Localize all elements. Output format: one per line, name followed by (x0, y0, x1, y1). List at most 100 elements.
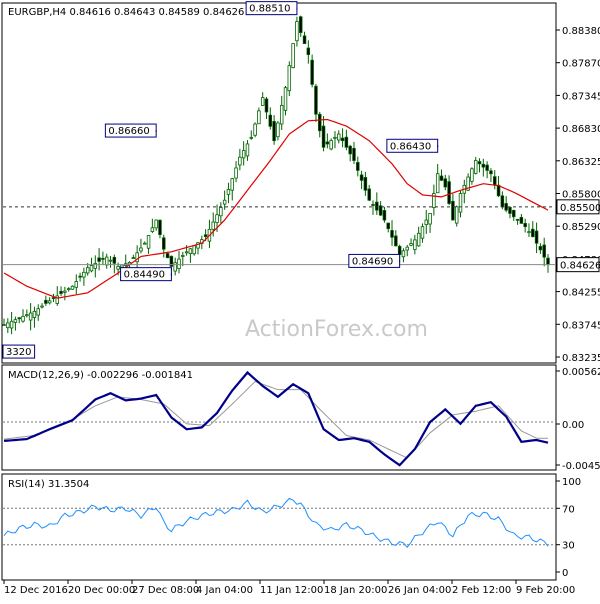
price-label-text: 0.88510 (249, 4, 290, 15)
candle-body (534, 230, 539, 244)
macd-signal-line (3, 380, 548, 459)
price-label: 0.86660 (104, 123, 157, 138)
candle-body (454, 206, 459, 224)
candle-body (279, 104, 284, 125)
candle-body (306, 47, 311, 56)
price-label: 0.84690 (348, 253, 401, 268)
candle-body (295, 21, 299, 42)
price-label-text: 0.84490 (124, 270, 165, 281)
candle-body (146, 235, 151, 249)
candle-body (135, 252, 139, 263)
candle-body (47, 300, 52, 304)
price-label-text: 3320 (6, 347, 31, 358)
x-tick-label: 18 Jan 20:00 (324, 585, 387, 596)
candle-body (234, 167, 238, 179)
candle-body (219, 207, 223, 217)
candle-body (63, 290, 67, 293)
macd-layer (3, 370, 555, 467)
y-tick-label: 0.84255 (562, 288, 600, 299)
price-label: 0.86430 (386, 138, 439, 153)
candle-body (143, 242, 147, 245)
candle-body (97, 257, 101, 262)
candle-body (169, 255, 174, 267)
price-label-text: 0.84690 (352, 256, 393, 267)
y-tick-label: 0.88380 (562, 26, 600, 37)
candle-body (435, 173, 440, 194)
candle-body (196, 242, 200, 249)
candle-body (59, 290, 63, 294)
candle-body (508, 207, 512, 214)
candle-body (85, 267, 90, 274)
candle-body (116, 265, 120, 270)
macd-title: MACD(12,26,9) -0.002296 -0.001841 (8, 370, 193, 381)
axes-layer: 0.88380 0.87870 0.87345 0.86830 0.86325 0.858… (3, 26, 600, 596)
rsi-tick-label: 70 (562, 504, 575, 515)
candle-body (101, 257, 105, 260)
candle-body (527, 231, 531, 234)
price-label-text: 0.86660 (108, 126, 149, 137)
candle-body (352, 147, 356, 161)
candle-body (424, 219, 428, 226)
candle-body (363, 177, 368, 191)
candle-body (477, 161, 482, 165)
candle-body (538, 246, 543, 251)
price-label-text: 0.86430 (390, 141, 431, 152)
candle-body (241, 150, 246, 159)
candle-body (439, 175, 444, 181)
current-value-box-frame (556, 257, 600, 273)
candle-body (340, 137, 345, 142)
candle-body (291, 43, 295, 69)
candle-body (333, 136, 337, 139)
candle-body (512, 209, 516, 218)
candle-body (272, 121, 276, 142)
candle-body (447, 181, 451, 204)
candle-body (192, 245, 196, 255)
candle-body (70, 285, 75, 290)
rsi-line (3, 497, 549, 548)
candle-body (458, 193, 463, 213)
candle-body (6, 322, 10, 329)
candle-body (150, 227, 155, 232)
candle-body (222, 199, 227, 205)
candle-body (428, 213, 432, 225)
watermark: ActionForex.com (245, 317, 428, 342)
candle-body (17, 317, 21, 320)
candle-body (249, 136, 254, 139)
candle-body (283, 87, 288, 111)
current-value-box-text: 0.84626 (560, 261, 600, 272)
candle-body (348, 145, 352, 155)
candle-body (500, 195, 505, 208)
main-title: EURGBP,H4 0.84616 0.84643 0.84589 0.8462… (8, 7, 244, 18)
candle-body (158, 219, 162, 236)
rsi-layer (3, 497, 555, 548)
y-tick-label: 0.83235 (562, 353, 600, 364)
candle-body (523, 223, 527, 228)
candle-body (245, 143, 250, 157)
candle-body (401, 250, 406, 258)
candle-body (120, 264, 124, 268)
candle-body (496, 184, 501, 197)
candle-body (298, 16, 303, 33)
candle-body (451, 200, 455, 221)
x-tick-label: 20 Dec 00:00 (68, 585, 135, 596)
candle-body (420, 226, 425, 239)
candle-body (238, 156, 242, 166)
candle-body (356, 162, 360, 171)
candle-body (375, 201, 379, 211)
candle-body (108, 259, 113, 262)
candle-body (466, 176, 470, 191)
candle-body (184, 251, 189, 254)
moving-average-line (3, 118, 549, 299)
x-tick-label: 9 Feb 20:00 (516, 585, 575, 596)
candle-body (74, 281, 79, 288)
candle-body (310, 59, 314, 85)
rsi-tick-label: 30 (562, 541, 575, 552)
candle-body (367, 188, 371, 201)
candle-body (230, 178, 234, 191)
candle-body (89, 265, 94, 272)
candle-body (378, 205, 383, 216)
candle-body (40, 305, 44, 308)
x-tick-label: 2 Feb 12:00 (452, 585, 511, 596)
